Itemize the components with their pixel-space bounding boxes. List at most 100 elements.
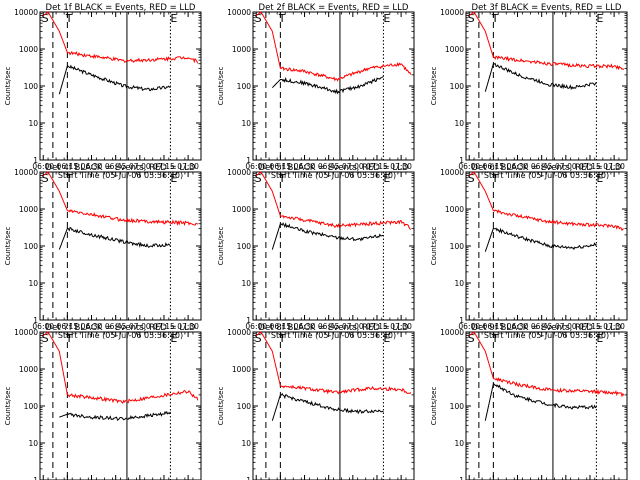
event-marker-label: T [278,332,286,345]
plot-frame [252,11,415,161]
detector-panel: Det 4f BLACK = Events, RED = LLD 1 10 100 10… [4,163,202,340]
y-tick-label: 100 [237,82,252,91]
y-tick-label: 100 [450,402,465,411]
event-marker-label: S [468,172,475,185]
x-tick-label: 06:30 [294,162,316,171]
panel-title: Det 8f BLACK = Events, RED = LLD [259,323,409,333]
y-tick-label: 100 [450,82,465,91]
series-line-events [271,392,384,421]
event-marker-label: S [255,12,262,25]
series-line-events [58,226,171,250]
x-tick-label: 06:30 [81,162,103,171]
x-tick-label: 06:15 [270,322,292,331]
x-tick-label: 06:00 [245,322,267,331]
y-tick-label: 1000 [445,205,464,214]
x-tick-label: 07:00 [129,322,151,331]
x-tick-label: 06:45 [318,162,340,171]
y-tick-label: 1000 [232,45,251,54]
y-tick-label: 10 [454,279,464,288]
y-tick-label: 1 [33,316,38,325]
y-tick-label: 1 [33,476,38,480]
y-tick-label: 1 [246,156,251,165]
x-tick-label: 07:30 [603,162,625,171]
y-tick-label: 10000 [227,168,251,177]
event-marker-label: E [170,332,177,345]
y-tick-label: 10000 [440,168,464,177]
y-tick-label: 10 [28,439,38,448]
y-tick-label: 1000 [445,365,464,374]
event-marker-label: E [383,172,390,185]
x-tick-label: 07:00 [129,162,151,171]
event-marker-label: T [65,332,73,345]
event-marker-label: E [596,12,603,25]
y-axis-label: Counts/sec [4,67,12,106]
event-marker-label: S [255,172,262,185]
x-tick-label: 07:15 [579,322,601,331]
series-line-events [484,382,597,421]
panel-title: Det 7f BLACK = Events, RED = LLD [46,323,196,333]
event-marker-label: E [596,172,603,185]
series-line-events [271,222,384,250]
series-line-events [59,410,171,421]
x-tick-label: 07:30 [177,322,199,331]
series-line-lld [255,171,412,230]
y-tick-label: 10000 [440,8,464,17]
x-tick-label: 06:00 [32,162,54,171]
x-tick-label: 07:00 [555,162,577,171]
x-axis-label: Start Time (05-Jul-06 05:56:40) [58,331,183,340]
y-tick-label: 10 [241,279,251,288]
y-tick-label: 10000 [440,328,464,337]
series-line-lld [468,171,625,232]
x-tick-label: 06:15 [57,322,79,331]
y-tick-label: 100 [24,242,39,251]
event-marker-label: E [383,12,390,25]
y-tick-label: 10000 [14,8,38,17]
y-tick-label: 100 [237,402,252,411]
y-tick-label: 10000 [227,328,251,337]
x-tick-label: 06:15 [483,322,505,331]
y-axis-label: Counts/sec [217,67,225,106]
x-tick-label: 06:00 [32,322,54,331]
y-axis-label: Counts/sec [430,227,438,266]
series-line-events [484,62,597,92]
detector-panel: Det 2f BLACK = Events, RED = LLD 1 10 100 10… [217,3,415,180]
detector-panel: Det 8f BLACK = Events, RED = LLD 1 10 100 10… [217,323,415,480]
event-marker-label: E [170,12,177,25]
y-tick-label: 1 [246,476,251,480]
panel-title: Det 4f BLACK = Events, RED = LLD [46,163,196,173]
series-line-lld [42,331,199,404]
y-axis-label: Counts/sec [217,227,225,266]
event-marker-label: T [65,12,73,25]
event-marker-label: S [42,332,49,345]
x-tick-label: 07:00 [555,322,577,331]
x-tick-label: 06:45 [318,322,340,331]
series-line-events [271,76,384,95]
y-tick-label: 1 [33,156,38,165]
x-tick-label: 06:30 [507,322,529,331]
y-axis-label: Counts/sec [4,227,12,266]
y-tick-label: 100 [24,82,39,91]
event-marker-label: T [491,332,499,345]
y-tick-label: 10000 [14,168,38,177]
y-tick-label: 10 [241,119,251,128]
detector-panel: Det 3f BLACK = Events, RED = LLD 1 10 100 10… [430,3,628,180]
x-axis-label: Start Time (05-Jul-06 05:56:40) [484,331,609,340]
panel-title: Det 5f BLACK = Events, RED = LLD [259,163,409,173]
x-axis-label: Start Time (05-Jul-06 05:56:40) [484,171,609,180]
x-tick-label: 06:15 [57,162,79,171]
x-tick-label: 06:45 [105,322,127,331]
y-tick-label: 1000 [19,45,38,54]
y-tick-label: 1 [246,316,251,325]
y-tick-label: 100 [237,242,252,251]
x-tick-label: 06:00 [458,322,480,331]
event-marker-label: S [42,172,49,185]
plot-frame [39,331,202,480]
panel-title: Det 9f BLACK = Events, RED = LLD [472,323,622,333]
x-tick-label: 06:45 [105,162,127,171]
detector-panel: Det 9f BLACK = Events, RED = LLD 1 10 100 10… [430,323,628,480]
event-marker-label: S [255,332,262,345]
y-axis-label: Counts/sec [4,387,12,426]
x-tick-label: 07:00 [342,322,364,331]
y-tick-label: 10 [241,439,251,448]
x-tick-label: 07:15 [579,162,601,171]
